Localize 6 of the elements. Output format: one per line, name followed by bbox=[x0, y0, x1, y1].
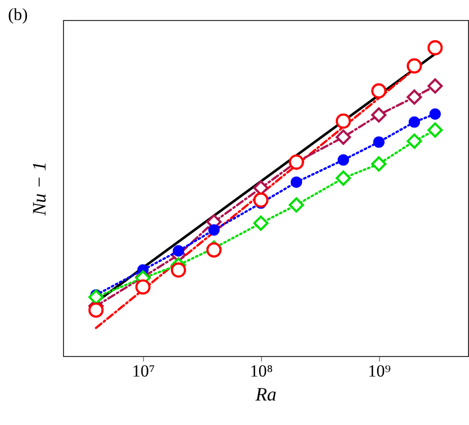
x-tick-label: 10⁹ bbox=[368, 362, 391, 380]
chart-title: (b) bbox=[8, 5, 28, 24]
x-axis-title: Ra bbox=[254, 384, 277, 406]
x-tick-label: 10⁷ bbox=[132, 362, 155, 380]
y-axis-title: Nu − 1 bbox=[30, 162, 50, 216]
x-tick-label: 10⁸ bbox=[250, 362, 273, 380]
